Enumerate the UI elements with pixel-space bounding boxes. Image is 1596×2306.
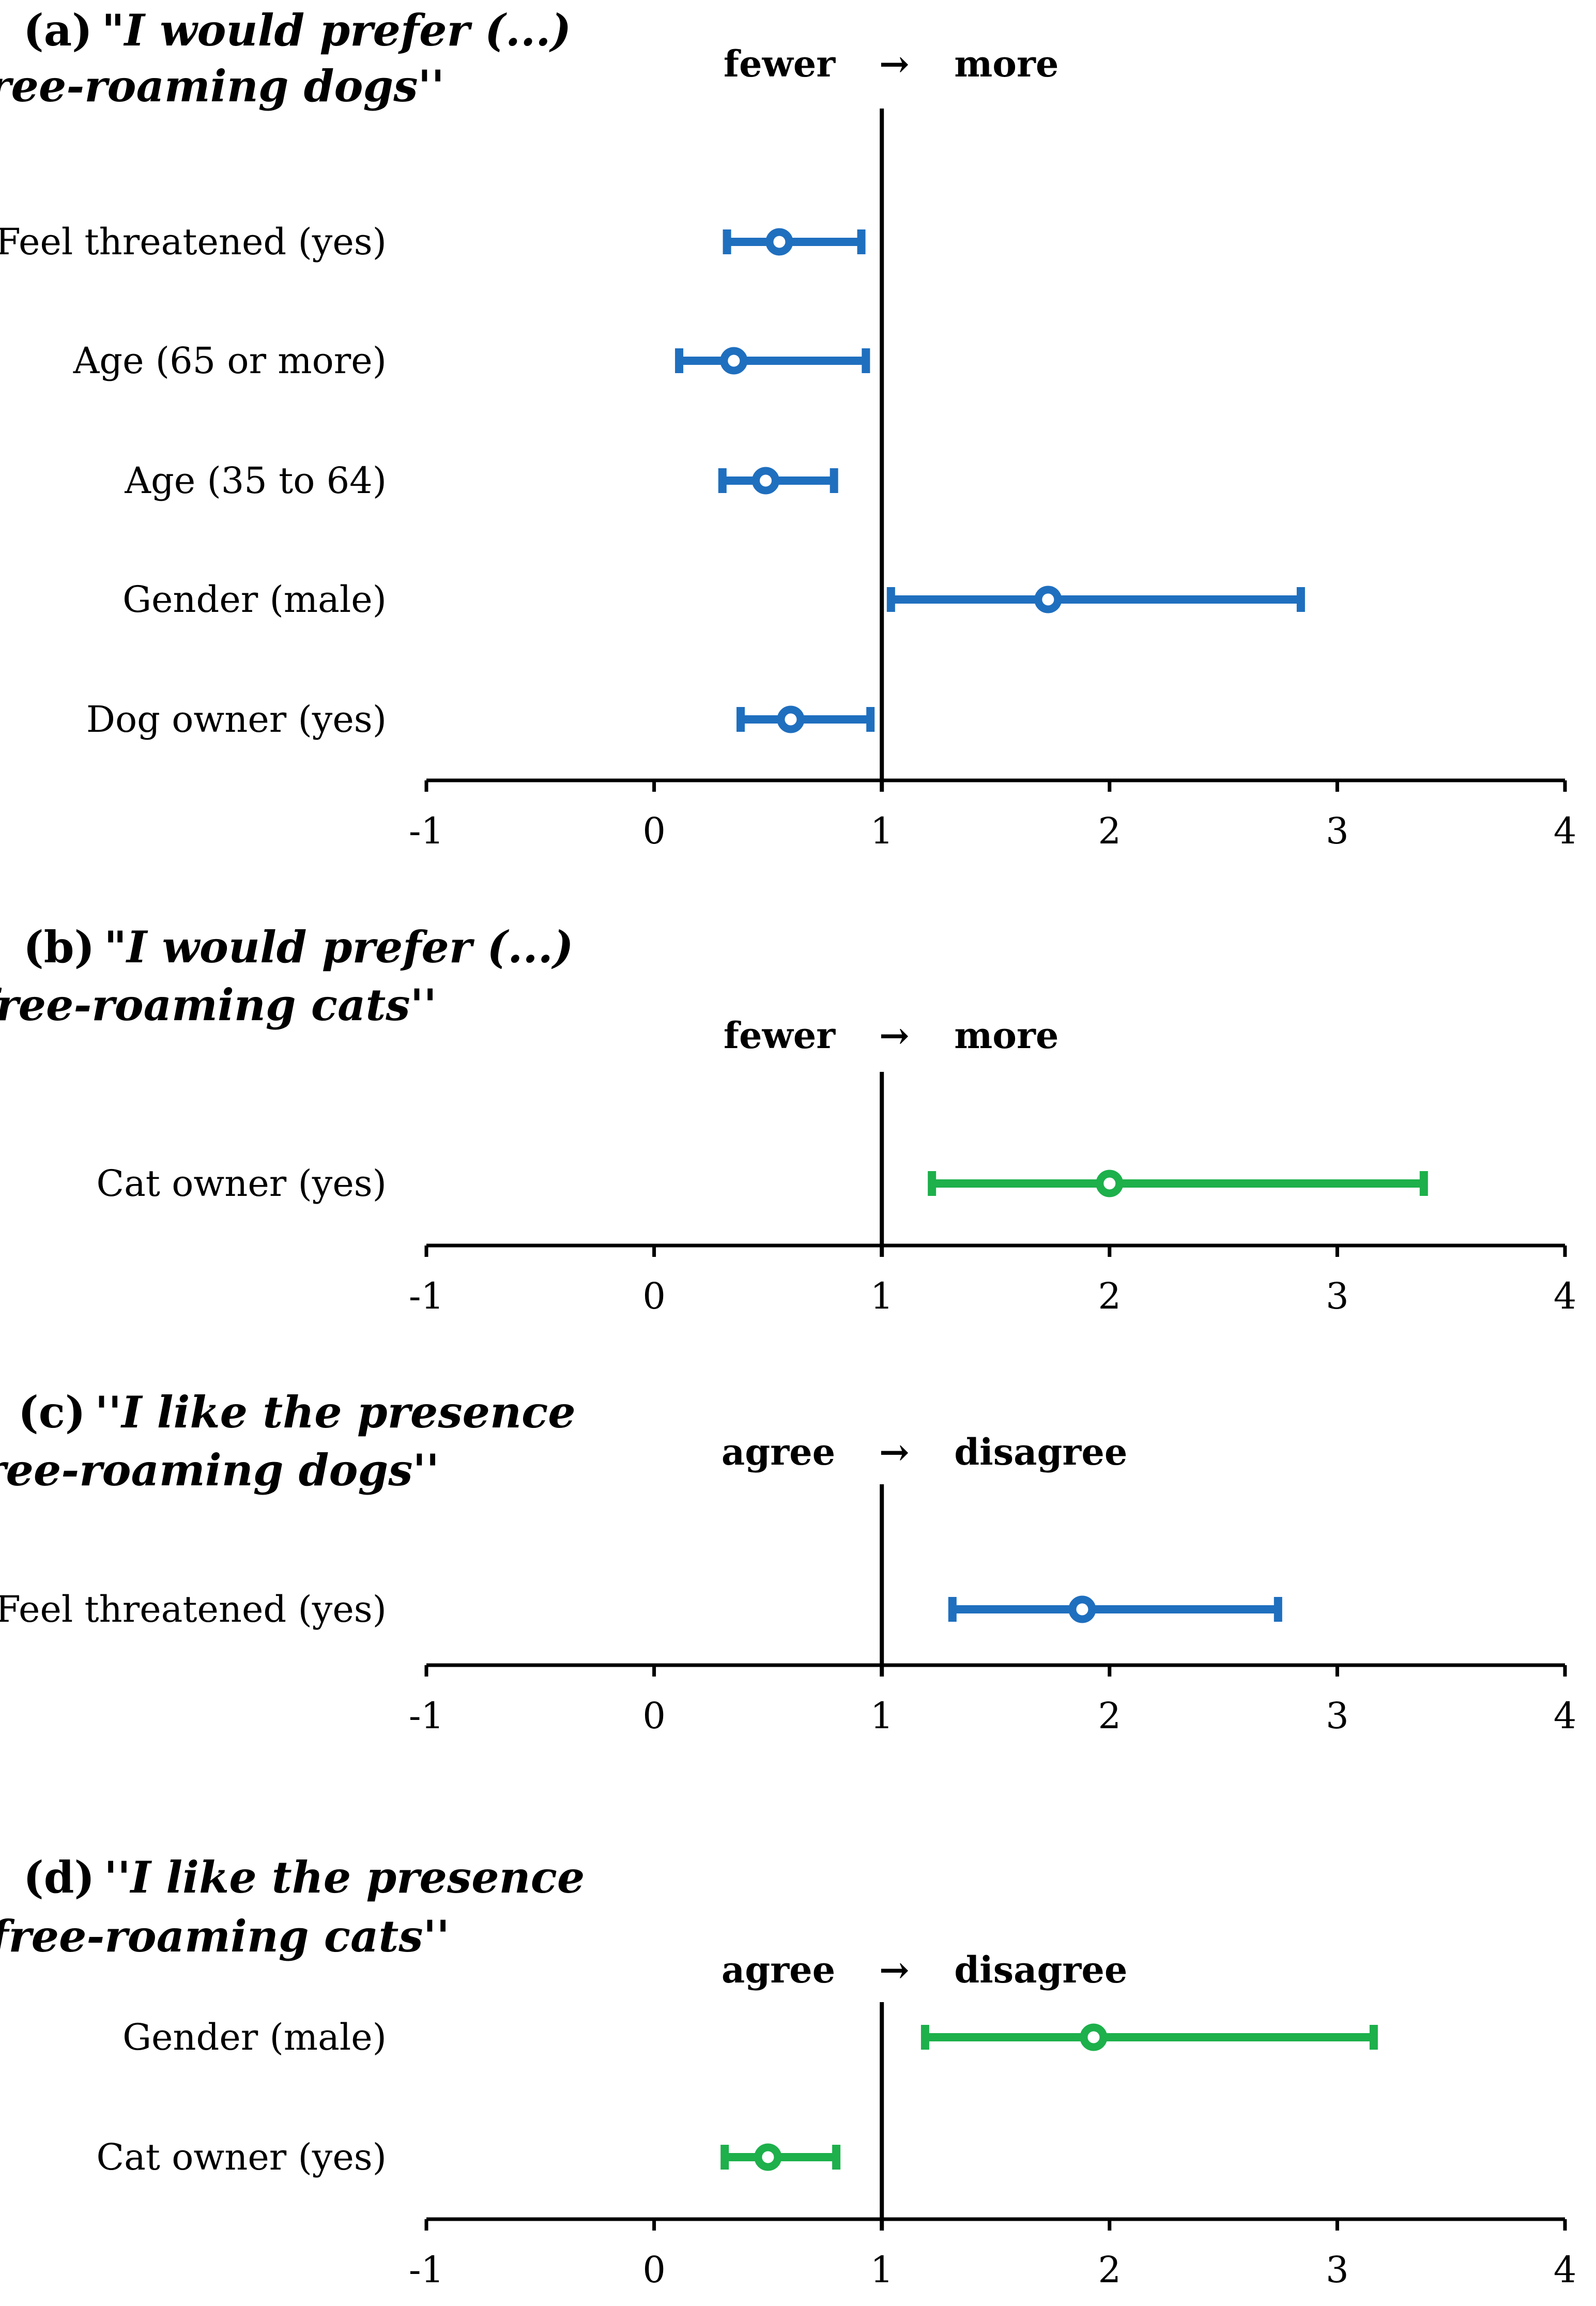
row-label: Age (35 to 64) xyxy=(124,459,387,502)
x-tick-label: -1 xyxy=(409,1275,444,1317)
direction-right-label: disagree xyxy=(954,1948,1127,1991)
panel-letter: (c) xyxy=(18,1387,86,1438)
panel-title-line1: (b) "I would prefer (...) xyxy=(23,921,574,973)
direction-arrow: → xyxy=(879,1014,910,1057)
direction-arrow: → xyxy=(879,1948,910,1991)
x-tick-label: 3 xyxy=(1326,1275,1349,1317)
row-label: Gender (male) xyxy=(122,578,387,621)
row-label: Feel threatened (yes) xyxy=(0,1588,387,1631)
panel-letter: (b) xyxy=(23,921,95,973)
x-tick-label: 1 xyxy=(870,810,894,852)
x-tick-label: 3 xyxy=(1326,1695,1349,1737)
estimate-point xyxy=(751,467,779,495)
x-tick-label: 2 xyxy=(1098,1275,1122,1317)
row-label: Gender (male) xyxy=(122,2016,387,2058)
estimate-point xyxy=(1034,586,1062,613)
direction-right-label: more xyxy=(954,42,1058,85)
row-label: Age (65 or more) xyxy=(73,340,387,382)
x-tick-label: 4 xyxy=(1554,1695,1577,1737)
direction-left-label: fewer xyxy=(724,1014,836,1057)
estimate-point xyxy=(1068,1595,1096,1623)
row-label: Cat owner (yes) xyxy=(97,2136,387,2178)
panel-title-line2: of free-roaming dogs'' xyxy=(0,1444,439,1496)
panel-title-line2: free-roaming dogs'' xyxy=(0,60,444,112)
panel-b: (b) "I would prefer (...) free-roaming cat… xyxy=(0,921,1576,1317)
panel-letter: (a) xyxy=(23,5,93,56)
estimate-point xyxy=(1080,2023,1108,2051)
x-tick-label: 0 xyxy=(642,1695,666,1737)
estimate-point xyxy=(765,228,793,256)
x-tick-label: 4 xyxy=(1554,1275,1577,1317)
x-tick-label: 2 xyxy=(1098,810,1122,852)
panel-title-text: ''I like the presence xyxy=(104,1852,585,1903)
panel-title-line1: (d) ''I like the presence xyxy=(23,1852,585,1903)
panel-a: (a) "I would prefer (...)free-roaming dog… xyxy=(0,5,1576,852)
x-tick-label: 0 xyxy=(642,1275,666,1317)
panel-letter: (d) xyxy=(23,1852,95,1903)
x-tick-label: -1 xyxy=(409,1695,444,1737)
x-tick-label: 2 xyxy=(1098,1695,1122,1737)
x-tick-label: 3 xyxy=(1326,2249,1349,2291)
panel-title-line1: (a) "I would prefer (...) xyxy=(23,5,571,56)
x-tick-label: -1 xyxy=(409,2249,444,2291)
direction-arrow: → xyxy=(879,42,910,85)
x-tick-label: 1 xyxy=(870,1275,894,1317)
panel-c: (c)''I like the presence of free-roaming … xyxy=(0,1387,1576,1737)
direction-left-label: agree xyxy=(722,1431,835,1473)
estimate-point xyxy=(754,2143,782,2171)
x-tick-label: -1 xyxy=(409,810,444,852)
direction-arrow: → xyxy=(879,1431,910,1473)
panel-title-text: ''I like the presence xyxy=(95,1387,576,1438)
x-tick-label: 4 xyxy=(1554,2249,1577,2291)
row-label: Cat owner (yes) xyxy=(97,1162,387,1205)
panel-d: (d)''I like the presence of free-roaming … xyxy=(0,1852,1576,2291)
row-label: Dog owner (yes) xyxy=(86,698,387,741)
estimate-point xyxy=(777,705,805,733)
direction-right-label: disagree xyxy=(954,1431,1127,1473)
x-tick-label: 1 xyxy=(870,2249,894,2291)
x-tick-label: 2 xyxy=(1098,2249,1122,2291)
x-tick-label: 4 xyxy=(1554,810,1577,852)
x-tick-label: 0 xyxy=(642,2249,666,2291)
panel-title-line2: of free-roaming cats'' xyxy=(0,1911,450,1962)
estimate-point xyxy=(720,347,748,375)
x-tick-label: 1 xyxy=(870,1695,894,1737)
panel-title-text: "I would prefer (...) xyxy=(102,5,571,56)
panel-title-line2: free-roaming cats'' xyxy=(0,979,437,1031)
x-tick-label: 3 xyxy=(1326,810,1349,852)
direction-left-label: agree xyxy=(722,1948,835,1991)
direction-left-label: fewer xyxy=(724,42,836,85)
row-label: Feel threatened (yes) xyxy=(0,221,387,263)
x-tick-label: 0 xyxy=(642,810,666,852)
direction-right-label: more xyxy=(954,1014,1058,1057)
panel-title-text: "I would prefer (...) xyxy=(104,921,573,973)
estimate-point xyxy=(1096,1170,1124,1197)
panel-title-line1: (c) ''I like the presence xyxy=(18,1387,576,1438)
